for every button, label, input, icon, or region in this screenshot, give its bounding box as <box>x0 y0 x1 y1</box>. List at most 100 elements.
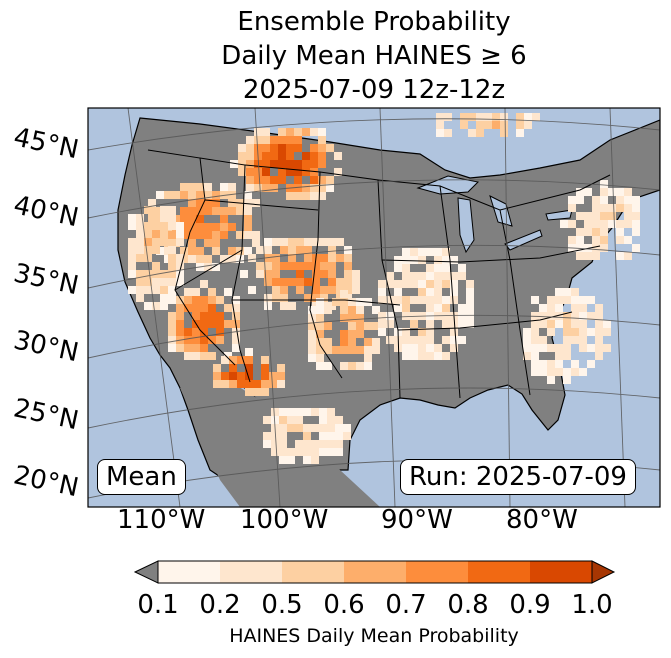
probability-cell <box>168 286 176 294</box>
probability-cell <box>410 256 418 264</box>
probability-cell <box>152 278 160 286</box>
probability-cell <box>311 456 319 464</box>
probability-cell <box>500 129 508 137</box>
probability-cell <box>204 183 212 191</box>
probability-cell <box>402 256 410 264</box>
probability-cell <box>571 368 579 376</box>
probability-cell <box>246 160 254 168</box>
probability-cell <box>386 336 394 344</box>
probability-cell <box>244 191 252 199</box>
probability-cell <box>244 207 252 215</box>
probability-cell <box>308 346 316 354</box>
colorbar-frame <box>157 560 593 584</box>
probability-cell <box>280 286 288 294</box>
probability-cell <box>318 144 326 152</box>
probability-cell <box>168 214 176 222</box>
probability-cell <box>176 238 184 246</box>
probability-cell <box>320 262 328 270</box>
probability-cell <box>356 314 364 322</box>
probability-cell <box>200 352 208 360</box>
probability-cell <box>152 262 160 270</box>
probability-cell <box>624 196 632 204</box>
probability-cell <box>410 248 418 256</box>
probability-cell <box>547 296 555 304</box>
probability-cell <box>531 344 539 352</box>
probability-cell <box>460 113 468 121</box>
probability-cell <box>426 304 434 312</box>
probability-cell <box>287 448 295 456</box>
probability-cell <box>343 432 351 440</box>
probability-cell <box>563 320 571 328</box>
graticule <box>88 108 660 507</box>
probability-cell <box>632 244 640 252</box>
probability-cell <box>484 113 492 121</box>
probability-cell <box>608 204 616 212</box>
colorbar-segment <box>468 561 531 583</box>
probability-cell <box>200 344 208 352</box>
probability-cell <box>310 192 318 200</box>
probability-cell <box>304 246 312 254</box>
probability-cell <box>303 408 311 416</box>
probability-cell <box>547 368 555 376</box>
probability-cell <box>213 364 221 372</box>
probability-cell <box>466 280 474 288</box>
probability-cell <box>402 304 410 312</box>
title-line-3: 2025-07-09 12z-12z <box>242 75 506 105</box>
probability-cell <box>410 296 418 304</box>
probability-cell <box>279 424 287 432</box>
probability-cell <box>144 206 152 214</box>
probability-cell <box>418 352 426 360</box>
probability-cell <box>240 270 248 278</box>
probability-cell <box>320 270 328 278</box>
colorbar-label: HAINES Daily Mean Probability <box>229 625 519 647</box>
probability-cell <box>302 168 310 176</box>
probability-cell <box>288 254 296 262</box>
probability-cell <box>348 362 356 370</box>
lon-label-90w: 90°W <box>381 505 453 535</box>
colorbar-segments <box>158 561 593 583</box>
probability-cell <box>410 352 418 360</box>
probability-cell <box>216 312 224 320</box>
probability-cell <box>576 196 584 204</box>
probability-cell <box>288 246 296 254</box>
probability-cell <box>458 272 466 280</box>
probability-cell <box>208 320 216 328</box>
probability-cells <box>128 113 640 464</box>
probability-cell <box>238 152 246 160</box>
probability-cell <box>188 215 196 223</box>
probability-cell <box>176 262 184 270</box>
probability-cell <box>568 220 576 228</box>
probability-cell <box>632 228 640 236</box>
probability-cell <box>571 360 579 368</box>
probability-cell <box>595 352 603 360</box>
probability-cell <box>442 272 450 280</box>
run-label-box: Run: 2025-07-09 <box>400 459 636 495</box>
lake-ontario <box>545 209 573 221</box>
probability-cell <box>600 236 608 244</box>
probability-cell <box>600 220 608 228</box>
probability-cell <box>555 352 563 360</box>
probability-cell <box>160 302 168 310</box>
probability-cell <box>334 168 342 176</box>
probability-cell <box>318 184 326 192</box>
colorbar-tick-label: 0.6 <box>323 590 365 620</box>
probability-cell <box>436 113 444 121</box>
probability-cell <box>152 214 160 222</box>
probability-cell <box>310 160 318 168</box>
probability-cell <box>128 286 136 294</box>
probability-cell <box>212 239 220 247</box>
probability-cell <box>335 448 343 456</box>
probability-cell <box>442 296 450 304</box>
probability-cell <box>236 231 244 239</box>
probability-cell <box>253 388 261 396</box>
probability-cell <box>418 288 426 296</box>
probability-cell <box>176 312 184 320</box>
probability-cell <box>184 352 192 360</box>
probability-cell <box>295 440 303 448</box>
probability-cell <box>547 344 555 352</box>
probability-cell <box>343 424 351 432</box>
probability-cell <box>595 312 603 320</box>
probability-cell <box>200 336 208 344</box>
probability-cell <box>302 192 310 200</box>
probability-cell <box>310 152 318 160</box>
